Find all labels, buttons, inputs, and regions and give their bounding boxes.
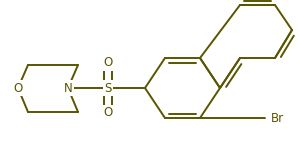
Text: O: O	[14, 82, 22, 95]
Text: O: O	[103, 106, 112, 120]
Text: N: N	[64, 82, 72, 95]
Text: O: O	[103, 57, 112, 69]
Text: S: S	[104, 82, 112, 95]
Text: Br: Br	[271, 111, 284, 124]
